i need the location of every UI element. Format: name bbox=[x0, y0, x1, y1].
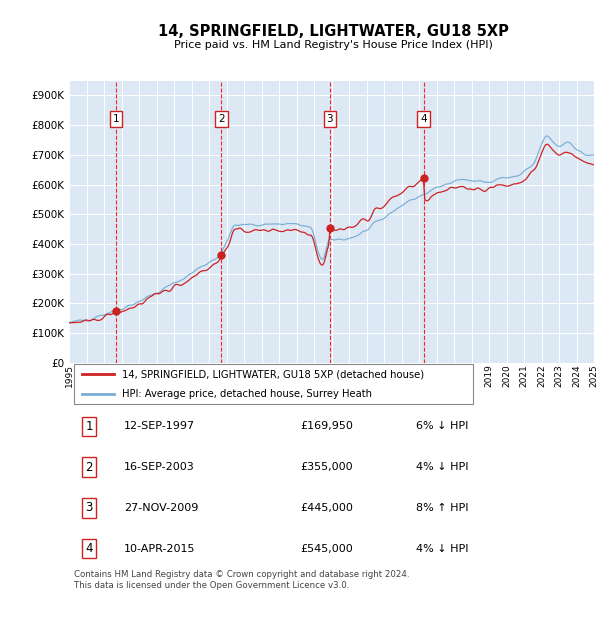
Text: £445,000: £445,000 bbox=[300, 503, 353, 513]
Text: 4: 4 bbox=[85, 542, 93, 555]
Text: 4% ↓ HPI: 4% ↓ HPI bbox=[415, 544, 468, 554]
Text: 12-SEP-1997: 12-SEP-1997 bbox=[124, 422, 195, 432]
Text: 2: 2 bbox=[218, 113, 225, 123]
Text: 4% ↓ HPI: 4% ↓ HPI bbox=[415, 462, 468, 472]
Text: Price paid vs. HM Land Registry's House Price Index (HPI): Price paid vs. HM Land Registry's House … bbox=[173, 40, 493, 50]
Text: 8% ↑ HPI: 8% ↑ HPI bbox=[415, 503, 468, 513]
Text: 27-NOV-2009: 27-NOV-2009 bbox=[124, 503, 199, 513]
Text: 4: 4 bbox=[421, 113, 427, 123]
Text: 3: 3 bbox=[85, 502, 92, 515]
Text: 3: 3 bbox=[326, 113, 333, 123]
FancyBboxPatch shape bbox=[74, 365, 473, 404]
Text: 10-APR-2015: 10-APR-2015 bbox=[124, 544, 196, 554]
Text: £355,000: £355,000 bbox=[300, 462, 353, 472]
Text: £545,000: £545,000 bbox=[300, 544, 353, 554]
Text: 14, SPRINGFIELD, LIGHTWATER, GU18 5XP: 14, SPRINGFIELD, LIGHTWATER, GU18 5XP bbox=[158, 24, 508, 38]
Text: 2: 2 bbox=[85, 461, 93, 474]
Text: 14, SPRINGFIELD, LIGHTWATER, GU18 5XP (detached house): 14, SPRINGFIELD, LIGHTWATER, GU18 5XP (d… bbox=[121, 370, 424, 379]
Text: 16-SEP-2003: 16-SEP-2003 bbox=[124, 462, 195, 472]
Text: 1: 1 bbox=[113, 113, 119, 123]
Text: £169,950: £169,950 bbox=[300, 422, 353, 432]
Text: 1: 1 bbox=[85, 420, 93, 433]
Text: Contains HM Land Registry data © Crown copyright and database right 2024.
This d: Contains HM Land Registry data © Crown c… bbox=[74, 570, 410, 590]
Text: 6% ↓ HPI: 6% ↓ HPI bbox=[415, 422, 468, 432]
Text: HPI: Average price, detached house, Surrey Heath: HPI: Average price, detached house, Surr… bbox=[121, 389, 371, 399]
